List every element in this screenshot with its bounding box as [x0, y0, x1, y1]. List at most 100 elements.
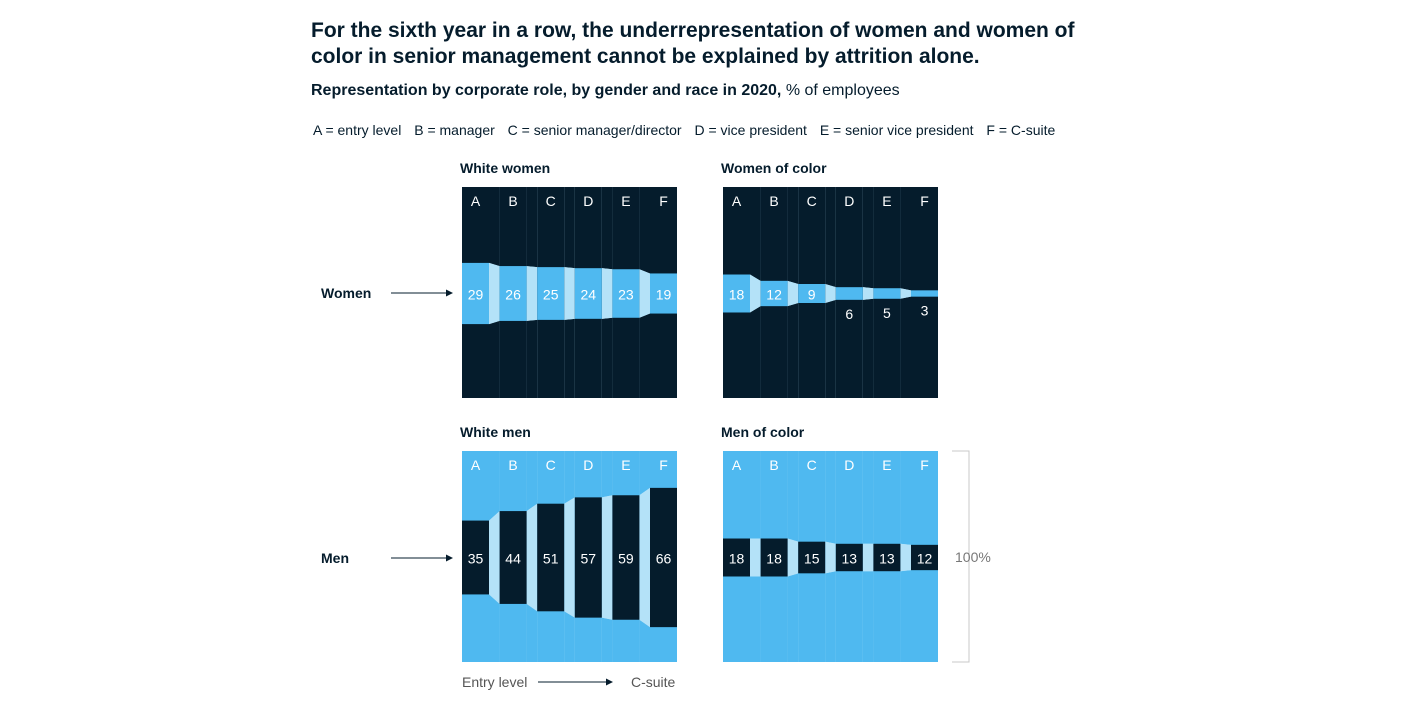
- category-label: C: [546, 457, 556, 473]
- connector-bottom: [639, 619, 650, 662]
- bar-segment-E: [873, 543, 901, 572]
- category-label: B: [508, 193, 517, 209]
- connector-top: [825, 451, 836, 544]
- connector-bottom: [787, 302, 799, 398]
- connector-middle: [639, 487, 650, 628]
- connector-top: [900, 451, 911, 545]
- panel-women-of-color: A 18 B 12 C 9 D 6 E 5 F 3 Women of color: [721, 160, 938, 398]
- key-item-d: D = vice president: [694, 122, 807, 138]
- connector-top: [601, 187, 613, 270]
- chart-title: For the sixth year in a row, the underre…: [311, 19, 1075, 68]
- connector-middle: [825, 541, 836, 574]
- connector-bottom: [601, 617, 613, 662]
- connector-bottom: [564, 318, 575, 398]
- data-label: 35: [468, 551, 484, 567]
- data-label: 24: [581, 287, 597, 303]
- category-label: A: [732, 193, 742, 209]
- connector-top: [825, 187, 836, 288]
- category-label: E: [882, 193, 891, 209]
- data-label: 66: [656, 551, 672, 567]
- category-label: D: [583, 457, 593, 473]
- category-label: A: [471, 457, 481, 473]
- connector-bottom: [489, 320, 500, 398]
- row-arrow-head: [446, 554, 453, 562]
- panel-title: White men: [460, 424, 531, 440]
- connector-middle: [564, 497, 575, 618]
- axis-to-label: C-suite: [631, 674, 676, 690]
- bar-segment-B: [499, 511, 527, 604]
- subtitle-main: Representation by corporate role, by gen…: [311, 82, 782, 99]
- row-arrow-head: [446, 289, 453, 297]
- bar-segment-C: [537, 267, 565, 320]
- connector-top: [526, 451, 538, 512]
- data-label: 12: [917, 551, 933, 567]
- row-label-men: Men: [321, 550, 349, 566]
- connector-top: [862, 187, 874, 289]
- category-label: B: [769, 193, 778, 209]
- connector-middle: [787, 538, 799, 577]
- connector-middle: [750, 538, 761, 577]
- data-label: 23: [618, 287, 634, 303]
- connector-top: [750, 451, 761, 539]
- connector-middle: [489, 262, 500, 325]
- panel-men-of-color: A 18 B 18 C 15 D 13 E 13 F 12 Men of color: [721, 424, 938, 662]
- connector-middle: [900, 543, 911, 572]
- category-label: F: [659, 457, 668, 473]
- panel-title: Men of color: [721, 424, 805, 440]
- category-label: C: [807, 193, 817, 209]
- bar-segment-D: [835, 543, 863, 572]
- connector-top: [639, 187, 650, 274]
- connector-bottom: [862, 571, 874, 662]
- bar-segment-E: [612, 269, 640, 318]
- connector-middle: [526, 266, 538, 321]
- axis-arrow-head: [606, 678, 613, 686]
- key-item-c: C = senior manager/director: [507, 122, 682, 138]
- connector-bottom: [639, 313, 650, 398]
- data-label: 5: [883, 305, 891, 321]
- connector-middle: [862, 287, 874, 300]
- category-label: C: [807, 457, 817, 473]
- data-label: 9: [808, 287, 816, 303]
- data-label: 13: [879, 551, 895, 567]
- bar-segment-A: [462, 262, 489, 325]
- connector-bottom: [489, 594, 500, 662]
- data-label: 51: [543, 551, 559, 567]
- connector-bottom: [601, 317, 613, 398]
- data-label: 59: [618, 551, 634, 567]
- connector-top: [787, 187, 799, 285]
- scale-bracket: [952, 450, 970, 663]
- row-label-women: Women: [321, 285, 371, 301]
- category-label: A: [732, 457, 742, 473]
- bar-segment-F: [911, 290, 938, 297]
- key-item-b: B = manager: [414, 122, 495, 138]
- connector-bottom: [787, 573, 799, 662]
- connector-bottom: [825, 299, 836, 398]
- connector-middle: [601, 268, 613, 319]
- connector-top: [564, 187, 575, 269]
- connector-middle: [489, 511, 500, 604]
- data-label: 29: [468, 287, 484, 303]
- bar-segment-C: [798, 541, 826, 574]
- axis-from-label: Entry level: [462, 674, 527, 690]
- bar-segment-B: [760, 538, 788, 577]
- data-label: 25: [543, 287, 559, 303]
- category-label: E: [621, 193, 630, 209]
- data-label: 44: [505, 551, 521, 567]
- chart-subtitle: Representation by corporate role, by gen…: [311, 82, 900, 100]
- connector-bottom: [862, 298, 874, 398]
- bar-segment-C: [798, 284, 826, 303]
- connector-top: [526, 187, 538, 268]
- connector-top: [900, 187, 911, 291]
- connector-bottom: [825, 571, 836, 662]
- panel-title: White women: [460, 160, 550, 176]
- connector-middle: [750, 274, 761, 313]
- data-label: 12: [766, 287, 782, 303]
- key-item-f: F = C-suite: [986, 122, 1056, 138]
- connector-bottom: [900, 570, 911, 662]
- data-label: 13: [842, 551, 858, 567]
- bar-segment-A: [462, 520, 489, 595]
- data-label: 26: [505, 287, 521, 303]
- connector-middle: [900, 288, 911, 299]
- connector-bottom: [750, 306, 761, 398]
- category-label: E: [621, 457, 630, 473]
